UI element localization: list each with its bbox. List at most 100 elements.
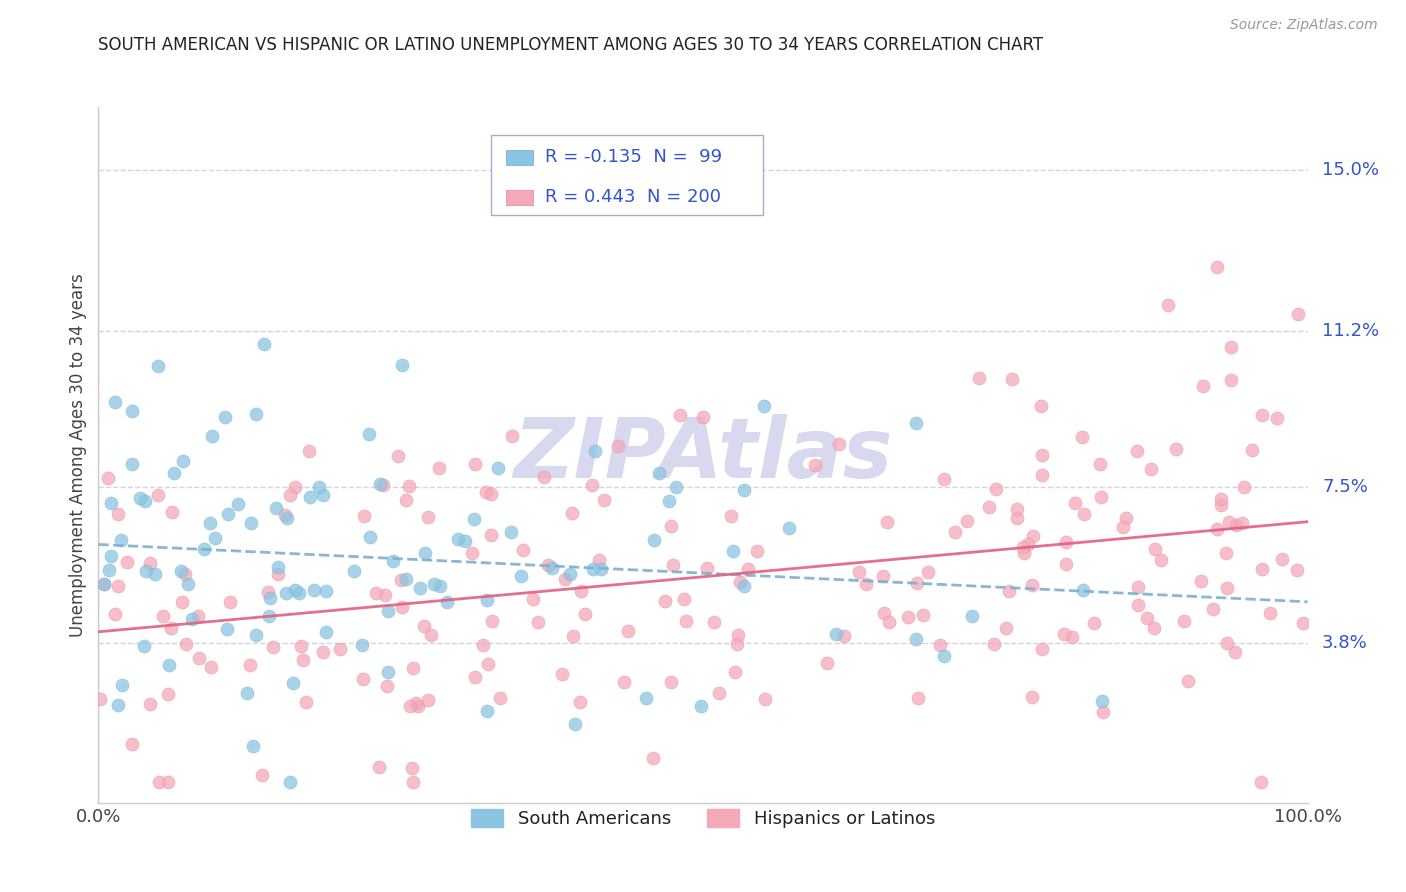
Hispanics or Latinos xyxy=(416,509,439,524)
South Americans xyxy=(723,544,745,558)
South Americans xyxy=(100,549,122,563)
FancyBboxPatch shape xyxy=(492,135,763,215)
South Americans xyxy=(690,699,713,714)
Hispanics or Latinos xyxy=(1012,540,1035,554)
Hispanics or Latinos xyxy=(398,479,420,493)
Hispanics or Latinos xyxy=(352,672,374,686)
Hispanics or Latinos xyxy=(1156,298,1178,312)
Hispanics or Latinos xyxy=(876,515,898,529)
Hispanics or Latinos xyxy=(1166,442,1188,456)
South Americans xyxy=(499,524,522,539)
Hispanics or Latinos xyxy=(912,607,935,622)
South Americans xyxy=(312,488,335,502)
Hispanics or Latinos xyxy=(375,679,398,693)
Hispanics or Latinos xyxy=(834,629,856,643)
Legend: South Americans, Hispanics or Latinos: South Americans, Hispanics or Latinos xyxy=(464,802,942,836)
Hispanics or Latinos xyxy=(489,691,512,706)
South Americans xyxy=(436,595,458,609)
South Americans xyxy=(93,577,115,591)
South Americans xyxy=(636,690,658,705)
FancyBboxPatch shape xyxy=(506,150,533,165)
Hispanics or Latinos xyxy=(148,488,170,502)
Hispanics or Latinos xyxy=(107,507,129,521)
Hispanics or Latinos xyxy=(1021,578,1043,592)
Hispanics or Latinos xyxy=(873,606,896,620)
Hispanics or Latinos xyxy=(956,514,979,528)
Hispanics or Latinos xyxy=(219,595,242,609)
South Americans xyxy=(143,567,166,582)
Hispanics or Latinos xyxy=(512,543,534,558)
South Americans xyxy=(135,564,157,578)
South Americans xyxy=(284,583,307,598)
South Americans xyxy=(259,591,281,605)
Hispanics or Latinos xyxy=(374,588,396,602)
Hispanics or Latinos xyxy=(256,585,278,599)
Hispanics or Latinos xyxy=(157,774,180,789)
Hispanics or Latinos xyxy=(654,594,676,608)
Hispanics or Latinos xyxy=(97,471,120,485)
South Americans xyxy=(245,407,267,421)
Hispanics or Latinos xyxy=(659,675,682,690)
Hispanics or Latinos xyxy=(371,478,394,492)
Hispanics or Latinos xyxy=(994,621,1017,635)
South Americans xyxy=(278,774,301,789)
Hispanics or Latinos xyxy=(522,591,544,606)
Hispanics or Latinos xyxy=(703,615,725,630)
Hispanics or Latinos xyxy=(475,485,498,500)
Hispanics or Latinos xyxy=(1206,522,1229,536)
Hispanics or Latinos xyxy=(368,759,391,773)
Hispanics or Latinos xyxy=(267,567,290,582)
South Americans xyxy=(240,516,263,530)
South Americans xyxy=(245,628,267,642)
South Americans xyxy=(583,444,606,458)
Hispanics or Latinos xyxy=(1143,621,1166,635)
South Americans xyxy=(132,639,155,653)
South Americans xyxy=(128,491,150,505)
South Americans xyxy=(357,427,380,442)
South Americans xyxy=(643,533,665,547)
Hispanics or Latinos xyxy=(1150,552,1173,566)
South Americans xyxy=(1071,583,1094,598)
Hispanics or Latinos xyxy=(554,572,576,586)
South Americans xyxy=(193,541,215,556)
Hispanics or Latinos xyxy=(897,610,920,624)
Hispanics or Latinos xyxy=(290,639,312,653)
Hispanics or Latinos xyxy=(138,697,160,711)
South Americans xyxy=(170,564,193,578)
South Americans xyxy=(413,546,436,560)
Hispanics or Latinos xyxy=(606,439,628,453)
South Americans xyxy=(315,624,337,639)
Hispanics or Latinos xyxy=(1223,645,1246,659)
Hispanics or Latinos xyxy=(419,628,441,642)
Hispanics or Latinos xyxy=(387,449,409,463)
South Americans xyxy=(134,494,156,508)
Hispanics or Latinos xyxy=(121,738,143,752)
Hispanics or Latinos xyxy=(501,429,523,443)
South Americans xyxy=(377,604,399,618)
Hispanics or Latinos xyxy=(479,527,502,541)
Hispanics or Latinos xyxy=(727,628,749,642)
South Americans xyxy=(148,359,170,373)
Hispanics or Latinos xyxy=(1064,496,1087,510)
Hispanics or Latinos xyxy=(1073,507,1095,521)
Hispanics or Latinos xyxy=(187,608,209,623)
South Americans xyxy=(121,457,143,471)
Hispanics or Latinos xyxy=(405,696,427,710)
Hispanics or Latinos xyxy=(1022,529,1045,543)
Hispanics or Latinos xyxy=(1060,630,1083,644)
South Americans xyxy=(226,497,249,511)
Hispanics or Latinos xyxy=(298,444,321,458)
Hispanics or Latinos xyxy=(527,615,550,629)
Hispanics or Latinos xyxy=(1007,510,1029,524)
South Americans xyxy=(733,483,755,497)
Hispanics or Latinos xyxy=(1115,511,1137,525)
South Americans xyxy=(157,657,180,672)
Hispanics or Latinos xyxy=(148,774,170,789)
Hispanics or Latinos xyxy=(262,640,284,654)
Hispanics or Latinos xyxy=(93,577,115,591)
Hispanics or Latinos xyxy=(284,481,307,495)
Hispanics or Latinos xyxy=(139,556,162,570)
Hispanics or Latinos xyxy=(1083,615,1105,630)
Hispanics or Latinos xyxy=(418,693,440,707)
Hispanics or Latinos xyxy=(152,608,174,623)
